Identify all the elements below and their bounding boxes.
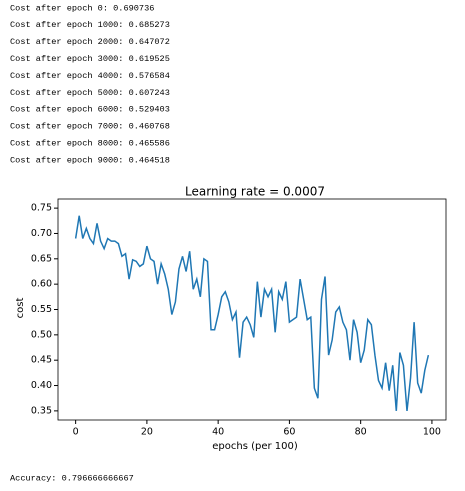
- y-tick-label: 0.75: [31, 203, 52, 214]
- x-tick-label: 20: [141, 427, 153, 438]
- y-tick-label: 0.55: [31, 304, 52, 315]
- plot-frame: [57, 198, 447, 421]
- y-tick-label: 0.65: [31, 253, 52, 264]
- log-line: Cost after epoch 7000: 0.460768: [10, 122, 170, 132]
- log-line: Cost after epoch 3000: 0.619525: [10, 54, 170, 64]
- accuracy-line: Accuracy: 0.796666666667: [10, 473, 134, 483]
- y-tick-label: 0.70: [31, 228, 52, 239]
- x-tick-label: 80: [355, 427, 367, 438]
- y-tick-label: 0.45: [31, 355, 52, 366]
- x-tick-label: 100: [423, 427, 441, 438]
- log-line: Cost after epoch 0: 0.690736: [10, 3, 154, 13]
- log-line: Cost after epoch 5000: 0.607243: [10, 88, 170, 98]
- log-line: Cost after epoch 9000: 0.464518: [10, 155, 170, 165]
- y-tick-label: 0.60: [31, 279, 52, 290]
- log-line: Cost after epoch 6000: 0.529403: [10, 105, 170, 115]
- log-line: Cost after epoch 1000: 0.685273: [10, 20, 170, 30]
- chart-title: Learning rate = 0.0007: [185, 185, 325, 199]
- y-tick-label: 0.50: [31, 329, 52, 340]
- x-tick-label: 40: [212, 427, 224, 438]
- log-line: Cost after epoch 4000: 0.576584: [10, 71, 170, 81]
- log-line: Cost after epoch 2000: 0.647072: [10, 37, 170, 47]
- line-series: [74, 215, 430, 411]
- x-tick-label: 0: [73, 427, 79, 438]
- y-tick-label: 0.40: [31, 380, 52, 391]
- x-tick-label: 60: [283, 427, 295, 438]
- y-axis-label: cost: [15, 298, 26, 319]
- x-axis-label: epochs (per 100): [212, 441, 298, 452]
- y-tick-label: 0.35: [31, 405, 52, 416]
- log-line: Cost after epoch 8000: 0.465586: [10, 138, 170, 148]
